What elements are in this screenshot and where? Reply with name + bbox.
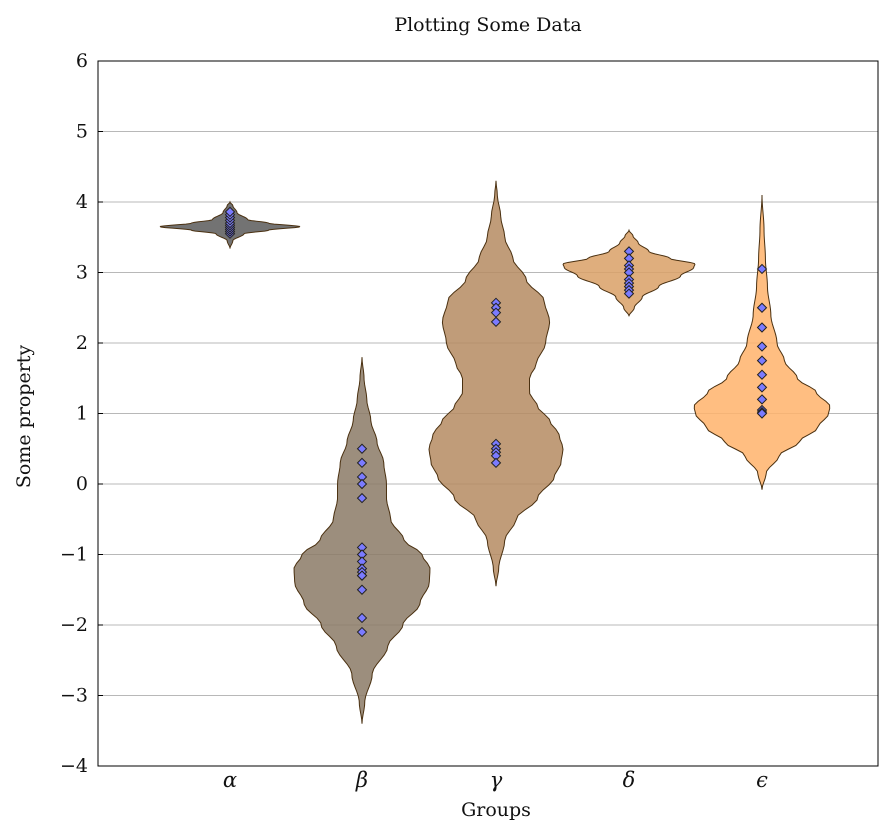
chart-title: Plotting Some Data bbox=[394, 14, 581, 36]
group-label: β bbox=[355, 768, 368, 792]
data-point bbox=[756, 341, 768, 352]
group-label: α bbox=[223, 768, 237, 792]
y-tick-label: −4 bbox=[60, 755, 88, 777]
data-point bbox=[490, 457, 502, 469]
violins bbox=[159, 180, 831, 724]
data-point bbox=[490, 316, 502, 328]
y-tick-label: 6 bbox=[76, 50, 88, 72]
y-tick-label: −2 bbox=[60, 614, 88, 636]
data-points bbox=[224, 206, 768, 638]
data-point bbox=[356, 457, 368, 469]
data-point bbox=[356, 478, 368, 490]
data-point bbox=[756, 408, 768, 419]
data-point bbox=[756, 355, 768, 366]
data-point bbox=[356, 626, 368, 638]
group-label: γ bbox=[490, 768, 503, 792]
group-label: δ bbox=[623, 768, 636, 792]
y-axis-label: Some property bbox=[13, 345, 35, 489]
data-point bbox=[623, 288, 635, 299]
data-point bbox=[756, 382, 768, 393]
data-point bbox=[756, 302, 768, 313]
y-tick-label: −3 bbox=[60, 685, 88, 707]
violin-2 bbox=[293, 357, 431, 724]
data-point bbox=[356, 570, 368, 581]
y-tick-label: 3 bbox=[76, 262, 88, 284]
data-point bbox=[224, 206, 236, 218]
y-axis-ticks: −4 −3 −2 −1 0 1 2 3 4 5 6 bbox=[60, 50, 103, 777]
x-axis-label: Groups bbox=[461, 799, 531, 821]
y-tick-label: 1 bbox=[76, 403, 88, 425]
data-point bbox=[756, 394, 768, 405]
y-tick-label: 2 bbox=[76, 332, 88, 354]
y-tick-label: 0 bbox=[76, 473, 88, 495]
data-point bbox=[356, 584, 368, 595]
data-point bbox=[356, 443, 368, 454]
violin-3 bbox=[428, 180, 564, 587]
data-point bbox=[356, 612, 368, 624]
y-tick-label: −1 bbox=[60, 544, 88, 566]
data-point bbox=[356, 492, 368, 504]
data-point bbox=[756, 369, 768, 380]
y-tick-label: 5 bbox=[76, 121, 88, 143]
data-point bbox=[756, 263, 768, 275]
group-label: ϵ bbox=[756, 768, 768, 792]
y-tick-label: 4 bbox=[76, 191, 88, 213]
data-point bbox=[756, 322, 768, 333]
